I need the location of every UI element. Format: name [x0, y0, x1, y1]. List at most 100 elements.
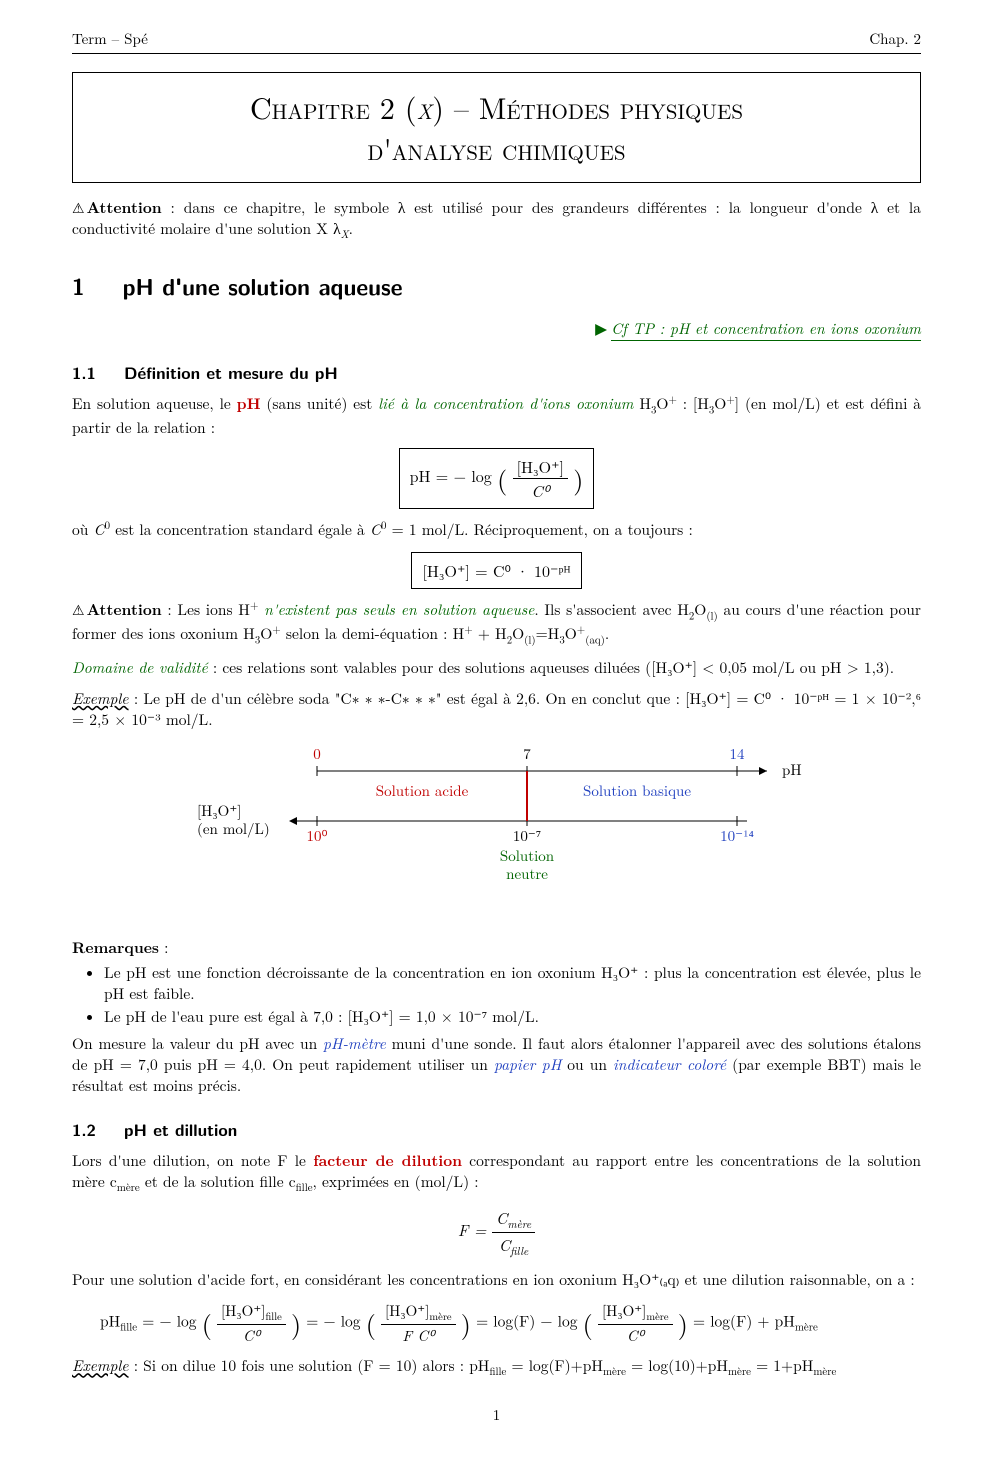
- t: selon la demi-équation : H: [281, 624, 465, 645]
- t: fille: [296, 1181, 313, 1196]
- para-mesure: On mesure la valeur du pH avec un pH-mèt…: [72, 1034, 921, 1097]
- para-acide-fort: Pour une solution d'acide fort, en consi…: [72, 1270, 921, 1291]
- formula-3: F = Cmère Cfille: [72, 1206, 921, 1259]
- warning-icon: ⚠: [72, 199, 85, 218]
- section-1-title: pH d'une solution aqueuse: [123, 269, 403, 302]
- fraction: Cmère Cfille: [492, 1206, 535, 1259]
- t: +: [577, 622, 585, 637]
- t: mère: [813, 1365, 836, 1380]
- t: +: [464, 622, 472, 637]
- t: : Si on dilue 10 fois une solution (F = …: [129, 1355, 490, 1376]
- t: mère: [603, 1365, 626, 1380]
- section-1-heading: 1 pH d'une solution aqueuse: [72, 269, 921, 302]
- paren-right-icon: ): [291, 1305, 301, 1342]
- t: : [H: [677, 393, 709, 414]
- t: : ces relations sont valables pour des s…: [208, 657, 894, 678]
- fraction: [H₃O⁺] C⁰: [513, 455, 568, 502]
- attention-label: Attention: [87, 195, 162, 218]
- t: fille: [489, 1365, 506, 1380]
- t: + H: [473, 624, 507, 645]
- list-item: Le pH de l'eau pure est égal à 7,0 : [H₃…: [104, 1007, 921, 1028]
- t: fille: [265, 1309, 281, 1324]
- solution-neutre-2: neutre: [506, 863, 548, 884]
- remarques-list: Le pH est une fonction décroissante de l…: [72, 963, 921, 1028]
- denominator: C⁰: [513, 479, 568, 502]
- t: C: [370, 520, 381, 541]
- t: mère: [117, 1181, 140, 1196]
- t: : Le pH de d'un célèbre soda "C∗ ∗ ∗-C∗ …: [72, 688, 921, 730]
- chapter-line2: d'analyse chimiques: [367, 126, 625, 169]
- green-phrase: n'existent pas seuls en solution aqueuse: [264, 599, 534, 620]
- t: , exprimées en (mol/L) :: [313, 1171, 479, 1192]
- t: (l): [524, 633, 535, 648]
- t: H: [633, 393, 651, 414]
- numerator: [H₃O⁺]mère: [598, 1300, 673, 1325]
- t: mère: [728, 1365, 751, 1380]
- warning-icon: ⚠: [72, 601, 85, 620]
- paren-left-icon: (: [583, 1305, 593, 1342]
- t: +: [272, 622, 280, 637]
- t: est la concentration standard égale à: [110, 520, 370, 541]
- t: [H₃O⁺]: [602, 1300, 646, 1321]
- t: O: [260, 624, 272, 645]
- t: (l): [706, 608, 717, 623]
- chapter-prefix: Chapitre 2 (: [250, 85, 417, 128]
- section-1-2-title: pH et dillution: [124, 1118, 237, 1142]
- paren-left-icon: (: [366, 1305, 376, 1342]
- t: Lors d'une dilution, on note F le: [72, 1150, 313, 1171]
- t: =H: [536, 624, 560, 645]
- formula-box: [H₃O⁺] = C⁰ · 10⁻ᵖᴴ: [411, 552, 581, 589]
- formula-box: pH = − log ( [H₃O⁺] C⁰ ): [399, 448, 595, 509]
- list-item: Le pH est une fonction décroissante de l…: [104, 963, 921, 1005]
- t: (aq): [585, 633, 605, 648]
- t: En solution aqueuse, le: [72, 393, 237, 414]
- t: = log(F)+pH: [506, 1355, 603, 1376]
- scale-10-7: 10⁻⁷: [512, 825, 540, 846]
- domaine-validite: Domaine de validité : ces relations sont…: [72, 658, 921, 679]
- fraction: [H₃O⁺]mère F C⁰: [381, 1300, 456, 1346]
- fraction: [H₃O⁺]mère C⁰: [598, 1300, 673, 1346]
- denominator: F C⁰: [381, 1325, 456, 1346]
- section-1-2-heading: 1.2 pH et dillution: [72, 1118, 921, 1142]
- scale-7: 7: [523, 743, 531, 764]
- remarques-heading: Remarques :: [72, 937, 921, 959]
- red-term: facteur de dilution: [313, 1148, 462, 1171]
- formula-lhs: pH = − log: [410, 464, 492, 487]
- solution-basique: Solution basique: [582, 780, 690, 801]
- t: O: [714, 393, 726, 414]
- paren-right-icon: ): [573, 460, 583, 497]
- arrow-icon: ▶: [595, 318, 607, 339]
- t: = log(F) − log: [476, 1311, 577, 1332]
- paren-left-icon: (: [497, 460, 507, 497]
- t: = 1+pH: [751, 1355, 813, 1376]
- tp-reference: ▶Cf TP : pH et concentration en ions oxo…: [72, 318, 921, 339]
- numerator: [H₃O⁺]mère: [381, 1300, 456, 1325]
- formula-2: [H₃O⁺] = C⁰ · 10⁻ᵖᴴ: [72, 552, 921, 589]
- t: et de la solution fille c: [140, 1171, 296, 1192]
- blue-term: pH-mètre: [323, 1033, 386, 1054]
- t: où: [72, 520, 94, 541]
- t: +: [668, 392, 676, 407]
- t: +: [726, 392, 734, 407]
- t: = 1 mol/L. Réciproquement, on a toujours…: [386, 520, 692, 541]
- t: C: [94, 520, 105, 541]
- section-1-1-title: Définition et mesure du pH: [124, 361, 338, 385]
- ph-term: pH: [237, 391, 261, 414]
- equation-dilution: pHfille = − log ( [H₃O⁺]fille C⁰ ) = − l…: [72, 1300, 921, 1346]
- scale-10-0: 10⁰: [306, 825, 327, 846]
- t: O: [512, 624, 524, 645]
- attention-tail: .: [349, 218, 353, 239]
- header-right: Chap. 2: [869, 28, 921, 49]
- t: mère: [646, 1309, 668, 1324]
- para-c0: où C0 est la concentration standard égal…: [72, 519, 921, 541]
- chapter-title-box: Chapitre 2 (χ) – Méthodes physiques d'an…: [72, 72, 921, 183]
- attention-sub: X: [341, 227, 349, 242]
- t: O: [565, 624, 577, 645]
- t: = log(F) + pH: [693, 1311, 795, 1332]
- denominator: C⁰: [217, 1325, 286, 1346]
- t: O: [656, 393, 668, 414]
- t: = − log: [306, 1311, 360, 1332]
- chapter-suffix: ) – Méthodes physiques: [432, 85, 743, 128]
- attention-2: ⚠Attention : Les ions H+ n'existent pas …: [72, 599, 921, 649]
- scale-10-14: 10⁻¹⁴: [720, 825, 754, 846]
